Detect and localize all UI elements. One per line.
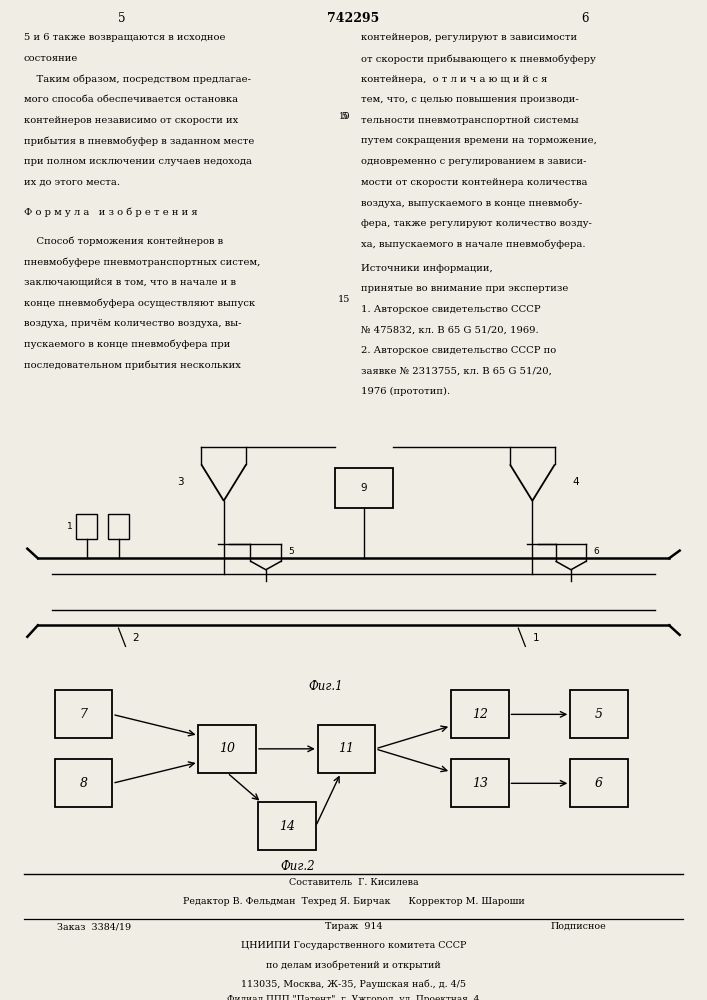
Text: мости от скорости контейнера количества: мости от скорости контейнера количества bbox=[361, 178, 587, 187]
Text: Тираж  914: Тираж 914 bbox=[325, 922, 382, 931]
Bar bbox=[76, 514, 98, 539]
Text: 13: 13 bbox=[472, 777, 488, 790]
Text: 1: 1 bbox=[67, 522, 73, 531]
Bar bbox=[451, 759, 508, 807]
Text: 5: 5 bbox=[288, 547, 294, 556]
Bar bbox=[317, 725, 375, 773]
Text: путем сокращения времени на торможение,: путем сокращения времени на торможение, bbox=[361, 136, 597, 145]
Text: их до этого места.: их до этого места. bbox=[24, 178, 119, 187]
Text: Фиг.2: Фиг.2 bbox=[280, 860, 315, 873]
Bar bbox=[54, 690, 112, 738]
Text: 5: 5 bbox=[595, 708, 603, 721]
Text: контейнеров независимо от скорости их: контейнеров независимо от скорости их bbox=[24, 116, 238, 125]
Text: одновременно с регулированием в зависи-: одновременно с регулированием в зависи- bbox=[361, 157, 586, 166]
Text: 3: 3 bbox=[177, 477, 184, 487]
Text: контейнеров, регулируют в зависимости: контейнеров, регулируют в зависимости bbox=[361, 33, 577, 42]
Text: Заказ  3384/19: Заказ 3384/19 bbox=[57, 922, 131, 931]
Text: Фиг.1: Фиг.1 bbox=[308, 680, 343, 693]
Bar bbox=[571, 690, 628, 738]
Text: фера, также регулируют количество возду-: фера, также регулируют количество возду- bbox=[361, 219, 591, 228]
Text: 15: 15 bbox=[338, 295, 351, 304]
Text: Источники информации,: Источники информации, bbox=[361, 264, 492, 273]
Text: 1976 (прототип).: 1976 (прототип). bbox=[361, 387, 450, 396]
Text: 7: 7 bbox=[79, 708, 88, 721]
Bar bbox=[258, 802, 315, 850]
Text: состояние: состояние bbox=[24, 54, 78, 63]
Bar bbox=[54, 759, 112, 807]
Text: тем, что, с целью повышения производи-: тем, что, с целью повышения производи- bbox=[361, 95, 578, 104]
Text: воздуха, выпускаемого в конце пневмобу-: воздуха, выпускаемого в конце пневмобу- bbox=[361, 198, 582, 208]
Text: 742295: 742295 bbox=[327, 12, 380, 25]
Bar bbox=[571, 759, 628, 807]
Text: Составитель  Г. Кисилева: Составитель Г. Кисилева bbox=[288, 878, 419, 887]
Text: при полном исключении случаев недохода: при полном исключении случаев недохода bbox=[24, 157, 252, 166]
Bar bbox=[108, 514, 129, 539]
Bar bbox=[335, 468, 393, 508]
Bar bbox=[199, 725, 256, 773]
Text: 5: 5 bbox=[341, 112, 347, 121]
Text: 1: 1 bbox=[532, 633, 539, 643]
Text: 10: 10 bbox=[219, 742, 235, 755]
Text: 6: 6 bbox=[593, 547, 599, 556]
Text: 10: 10 bbox=[339, 112, 350, 121]
Text: Филиал ППП "Патент", г. Ужгород, ул. Проектная, 4: Филиал ППП "Патент", г. Ужгород, ул. Про… bbox=[228, 995, 479, 1000]
Text: Подписное: Подписное bbox=[550, 922, 606, 931]
Text: 12: 12 bbox=[472, 708, 488, 721]
Text: 4: 4 bbox=[573, 477, 579, 487]
Text: 6: 6 bbox=[595, 777, 603, 790]
Text: Способ торможения контейнеров в: Способ торможения контейнеров в bbox=[24, 237, 223, 246]
Text: ха, выпускаемого в начале пневмобуфера.: ха, выпускаемого в начале пневмобуфера. bbox=[361, 239, 585, 249]
Text: по делам изобретений и открытий: по делам изобретений и открытий bbox=[266, 961, 441, 970]
Text: 14: 14 bbox=[279, 820, 295, 833]
Text: 5: 5 bbox=[118, 12, 126, 25]
Text: принятые во внимание при экспертизе: принятые во внимание при экспертизе bbox=[361, 284, 568, 293]
Text: № 475832, кл. В 65 G 51/20, 1969.: № 475832, кл. В 65 G 51/20, 1969. bbox=[361, 326, 538, 335]
Text: Редактор В. Фельдман  Техред Я. Бирчак      Корректор М. Шароши: Редактор В. Фельдман Техред Я. Бирчак Ко… bbox=[182, 897, 525, 906]
Text: пневмобуфере пневмотранспортных систем,: пневмобуфере пневмотранспортных систем, bbox=[24, 257, 260, 267]
Text: от скорости прибывающего к пневмобуферу: от скорости прибывающего к пневмобуферу bbox=[361, 54, 595, 64]
Text: контейнера,  о т л и ч а ю щ и й с я: контейнера, о т л и ч а ю щ и й с я bbox=[361, 75, 547, 84]
Text: заключающийся в том, что в начале и в: заключающийся в том, что в начале и в bbox=[24, 278, 236, 287]
Text: прибытия в пневмобуфер в заданном месте: прибытия в пневмобуфер в заданном месте bbox=[24, 136, 255, 146]
Text: 8: 8 bbox=[79, 777, 88, 790]
Text: воздуха, причём количество воздуха, вы-: воздуха, причём количество воздуха, вы- bbox=[24, 319, 241, 328]
Text: 5 и 6 также возвращаются в исходное: 5 и 6 также возвращаются в исходное bbox=[24, 33, 226, 42]
Text: конце пневмобуфера осуществляют выпуск: конце пневмобуфера осуществляют выпуск bbox=[24, 298, 255, 308]
Text: мого способа обеспечивается остановка: мого способа обеспечивается остановка bbox=[24, 95, 238, 104]
Text: последовательном прибытия нескольких: последовательном прибытия нескольких bbox=[24, 360, 240, 370]
Text: Ф о р м у л а   и з о б р е т е н и я: Ф о р м у л а и з о б р е т е н и я bbox=[24, 208, 197, 217]
Text: 11: 11 bbox=[339, 742, 354, 755]
Text: ЦНИИПИ Государственного комитета СССР: ЦНИИПИ Государственного комитета СССР bbox=[241, 941, 466, 950]
Bar bbox=[451, 690, 508, 738]
Text: заявке № 2313755, кл. В 65 G 51/20,: заявке № 2313755, кл. В 65 G 51/20, bbox=[361, 367, 551, 376]
Text: 9: 9 bbox=[361, 483, 368, 493]
Text: 1. Авторское свидетельство СССР: 1. Авторское свидетельство СССР bbox=[361, 305, 540, 314]
Text: 2: 2 bbox=[132, 633, 139, 643]
Text: 2. Авторское свидетельство СССР по: 2. Авторское свидетельство СССР по bbox=[361, 346, 556, 355]
Text: 6: 6 bbox=[581, 12, 589, 25]
Text: Таким образом, посредством предлагае-: Таким образом, посредством предлагае- bbox=[24, 75, 251, 84]
Text: 113035, Москва, Ж-35, Раушская наб., д. 4/5: 113035, Москва, Ж-35, Раушская наб., д. … bbox=[241, 980, 466, 989]
Text: тельности пневмотранспортной системы: тельности пневмотранспортной системы bbox=[361, 116, 578, 125]
Text: пускаемого в конце пневмобуфера при: пускаемого в конце пневмобуфера при bbox=[24, 340, 230, 349]
